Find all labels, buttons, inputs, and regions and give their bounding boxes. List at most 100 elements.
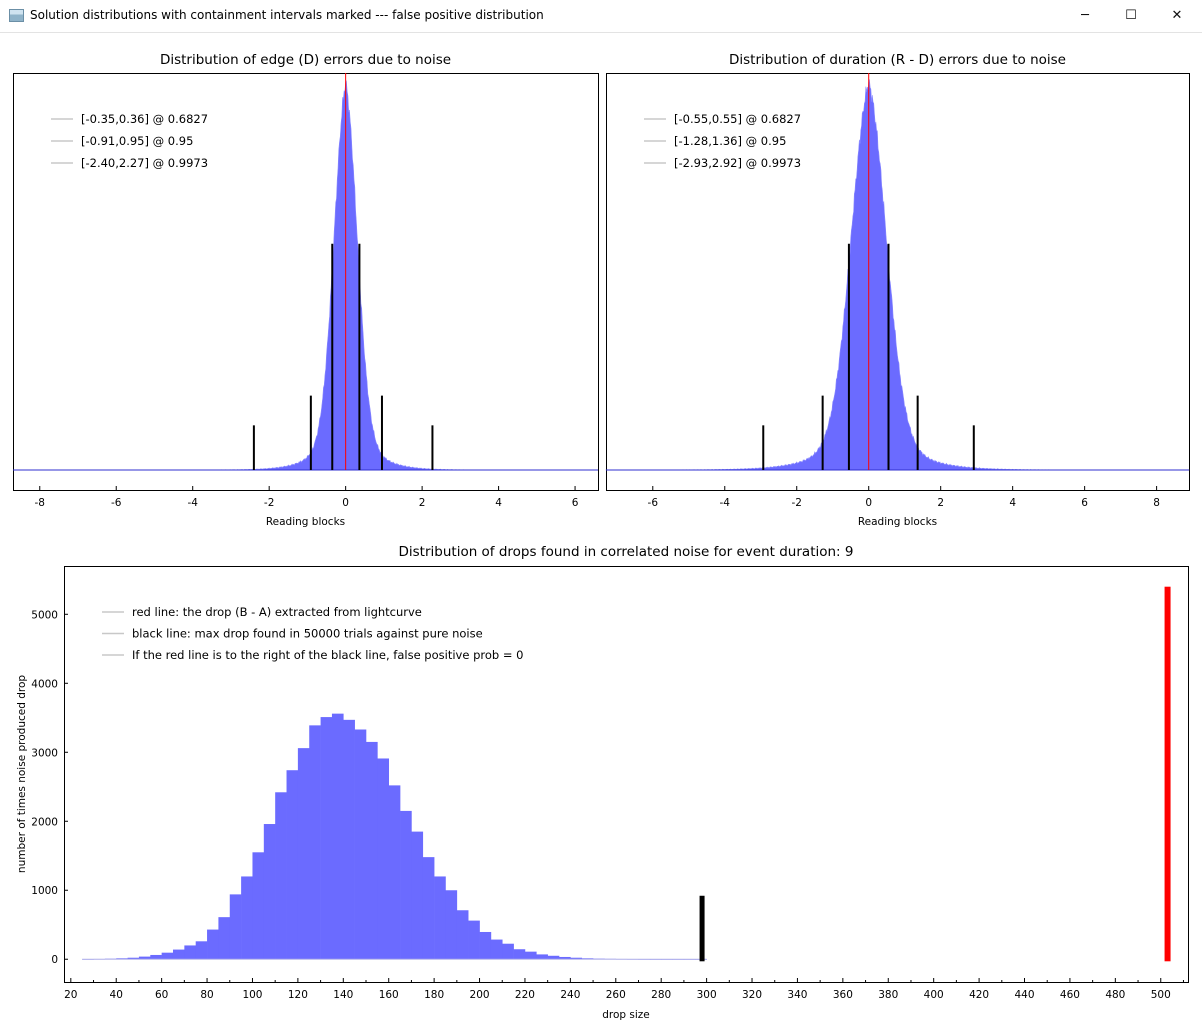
histogram-bar <box>275 792 287 960</box>
x-tick-label: 460 <box>1060 989 1080 1001</box>
x-axis-label: Reading blocks <box>266 516 345 528</box>
histogram-bar <box>422 857 435 960</box>
chart-title: Distribution of drops found in correlate… <box>399 544 854 560</box>
x-tick-label: 60 <box>155 989 168 1001</box>
x-tick-label: 300 <box>697 989 717 1001</box>
histogram-bar <box>411 831 424 960</box>
x-tick-label: -4 <box>720 497 731 509</box>
x-tick-label: 500 <box>1151 989 1171 1001</box>
x-tick-label: 100 <box>242 989 262 1001</box>
histogram-bar <box>400 810 412 960</box>
legend-entry: red line: the drop (B - A) extracted fro… <box>132 605 422 619</box>
x-tick-label: 140 <box>333 989 353 1001</box>
observed-drop-line <box>1164 586 1171 962</box>
x-tick-label: 2 <box>419 497 426 509</box>
histogram-bar <box>218 917 231 960</box>
chart-legend: [-0.55,0.55] @ 0.6827 [-1.28,1.36] @ 0.95… <box>644 112 801 170</box>
x-tick-label: 360 <box>833 989 853 1001</box>
x-tick-label: 240 <box>560 989 580 1001</box>
legend-entry: [-2.40,2.27] @ 0.9973 <box>81 156 208 170</box>
y-tick-label: 4000 <box>31 678 58 690</box>
y-tick-label: 1000 <box>31 885 58 897</box>
histogram-bar <box>388 785 401 960</box>
plot-canvas: Distribution of edge (D) errors due to n… <box>0 33 1202 1032</box>
histogram-bar <box>547 955 560 960</box>
x-tick-label: 420 <box>969 989 989 1001</box>
chart-legend: red line: the drop (B - A) extracted fro… <box>102 605 523 662</box>
x-tick-label: 260 <box>606 989 626 1001</box>
legend-entry: [-2.93,2.92] @ 0.9973 <box>674 156 801 170</box>
x-tick-label: 280 <box>651 989 671 1001</box>
chart-title: Distribution of edge (D) errors due to n… <box>160 52 451 68</box>
x-tick-label: 480 <box>1105 989 1125 1001</box>
histogram-bar <box>241 876 253 960</box>
x-tick-label: -4 <box>187 497 198 509</box>
histogram-bar <box>229 894 242 960</box>
histogram-bar <box>320 717 333 960</box>
histogram-bar <box>524 951 537 960</box>
histogram-bar <box>502 943 514 960</box>
x-tick-label: 380 <box>878 989 898 1001</box>
window-title: Solution distributions with containment … <box>30 8 544 22</box>
histogram-bar <box>297 748 310 960</box>
x-tick-label: 80 <box>200 989 213 1001</box>
y-tick-label: 3000 <box>31 747 58 759</box>
x-tick-label: 180 <box>424 989 444 1001</box>
title-bar: Solution distributions with containment … <box>0 0 1202 33</box>
x-tick-label: -2 <box>264 497 274 509</box>
histogram-bar <box>207 929 219 960</box>
legend-entry: [-0.91,0.95] @ 0.95 <box>81 134 193 148</box>
maximize-button[interactable]: ☐ <box>1125 8 1137 23</box>
legend-entry: black line: max drop found in 50000 tria… <box>132 627 483 641</box>
histogram-bar <box>468 920 480 960</box>
x-tick-label: 120 <box>288 989 308 1001</box>
histogram-bar <box>252 852 265 960</box>
y-tick-label: 2000 <box>31 816 58 828</box>
legend-entry: [-0.35,0.36] @ 0.6827 <box>81 112 208 126</box>
x-tick-label: 40 <box>110 989 123 1001</box>
x-tick-label: 0 <box>342 497 349 509</box>
histogram-bar <box>161 952 174 960</box>
x-tick-label: 8 <box>1153 497 1160 509</box>
histogram-bar <box>434 876 446 960</box>
x-tick-label: 440 <box>1014 989 1034 1001</box>
y-tick-label: 0 <box>51 954 58 966</box>
x-tick-label: -8 <box>35 497 45 509</box>
histogram-bar <box>263 824 276 960</box>
histogram-bar <box>138 956 151 960</box>
x-tick-label: 400 <box>924 989 944 1001</box>
histogram-bar <box>479 931 492 960</box>
chart-2: Distribution of duration (R - D) errors … <box>605 52 1190 528</box>
charts-svg: Distribution of edge (D) errors due to n… <box>13 52 1190 1021</box>
close-button[interactable]: ✕ <box>1171 8 1183 23</box>
x-axis-label: drop size <box>602 1009 650 1021</box>
histogram-bar <box>184 945 196 960</box>
y-tick-label: 5000 <box>31 609 58 621</box>
y-axis-label: number of times noise produced drop <box>16 675 28 873</box>
histogram-bar <box>331 713 344 960</box>
histogram-bar <box>536 954 548 960</box>
histogram-bar <box>309 725 321 960</box>
chart-1: Distribution of edge (D) errors due to n… <box>13 52 599 528</box>
minimize-button[interactable]: ─ <box>1081 8 1089 23</box>
histogram-bar <box>286 770 299 960</box>
x-tick-label: 20 <box>64 989 77 1001</box>
x-tick-label: -6 <box>111 497 122 509</box>
x-tick-label: -2 <box>791 497 801 509</box>
x-tick-label: 220 <box>515 989 535 1001</box>
legend-entry: If the red line is to the right of the b… <box>132 648 523 662</box>
histogram-bar <box>559 956 571 960</box>
histogram-bar <box>366 741 378 960</box>
histogram-bar <box>570 957 583 960</box>
chart-legend: [-0.35,0.36] @ 0.6827 [-0.91,0.95] @ 0.95… <box>51 112 208 170</box>
x-axis-label: Reading blocks <box>858 516 937 528</box>
histogram-bar <box>377 758 390 960</box>
histogram-bar <box>195 941 208 960</box>
histogram-bar <box>127 957 140 960</box>
histogram-bar <box>172 949 185 960</box>
x-tick-label: 2 <box>937 497 944 509</box>
histogram-bar <box>513 949 526 960</box>
histogram-bar <box>456 910 469 960</box>
histogram-bar <box>150 954 162 960</box>
x-tick-label: 160 <box>379 989 399 1001</box>
